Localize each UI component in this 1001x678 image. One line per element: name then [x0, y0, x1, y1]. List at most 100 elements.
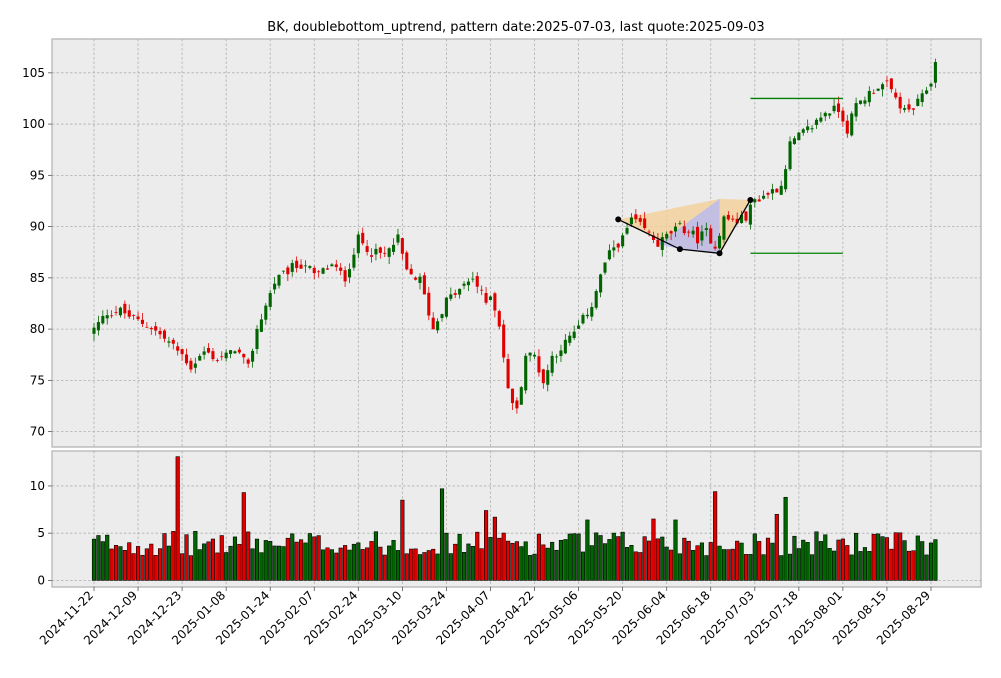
candle-body	[440, 314, 444, 318]
volume-bar	[664, 546, 669, 581]
chart-title: BK, doublebottom_uptrend, pattern date:2…	[267, 20, 764, 35]
candle-body	[643, 218, 647, 229]
candle-body	[555, 356, 559, 358]
candle-body	[453, 293, 457, 295]
volume-tick-label: 0	[37, 573, 45, 587]
volume-bar	[263, 540, 268, 581]
candle-body	[475, 276, 479, 287]
volume-bar	[378, 546, 383, 581]
candle-body	[735, 218, 739, 224]
candle-body	[814, 119, 819, 125]
volume-bar	[254, 538, 260, 581]
volume-bar	[506, 540, 511, 581]
volume-bar	[409, 548, 414, 581]
candle-body	[678, 223, 682, 225]
volume-bar	[598, 535, 603, 581]
candle-body	[898, 96, 902, 109]
volume-bar	[748, 554, 753, 581]
volume-bar	[149, 543, 154, 581]
volume-bars	[91, 456, 938, 581]
candle-body	[264, 305, 268, 320]
candle-body	[352, 254, 356, 268]
candle-body	[427, 292, 431, 316]
volume-bar	[272, 545, 277, 581]
candle-body	[255, 328, 259, 349]
volume-bar	[823, 534, 828, 581]
candle-body	[444, 297, 448, 317]
candle-body	[528, 352, 532, 356]
candle-body	[211, 351, 215, 360]
candle-body	[334, 264, 338, 268]
volume-bar	[166, 545, 171, 581]
candle-body	[229, 350, 233, 354]
candle-body	[497, 311, 501, 327]
candle-body	[405, 252, 409, 270]
candle-body	[114, 312, 118, 313]
candle-body	[321, 268, 325, 274]
volume-bar	[721, 549, 727, 581]
volume-bar	[898, 532, 903, 581]
candle-body	[590, 307, 594, 317]
volume-bar	[431, 548, 436, 581]
volume-bar	[867, 551, 872, 581]
candle-body	[206, 347, 211, 353]
candle-body	[158, 330, 162, 335]
candle-body	[110, 315, 114, 317]
candle-body	[118, 307, 122, 316]
volume-bar	[924, 554, 929, 581]
volume-bar	[382, 554, 387, 581]
volume-bar	[779, 555, 784, 581]
volume-bar	[686, 540, 691, 581]
volume-bar	[642, 536, 647, 581]
candle-body	[766, 192, 770, 195]
candle-body	[792, 138, 796, 145]
volume-bar	[770, 542, 775, 581]
volume-bar	[369, 541, 374, 581]
candle-body	[145, 326, 149, 328]
volume-bar	[523, 541, 528, 581]
candle-body	[682, 226, 686, 234]
volume-bar	[131, 553, 136, 581]
candle-body	[273, 283, 277, 290]
volume-bar	[708, 542, 713, 581]
candle-body	[863, 100, 867, 104]
volume-bar	[175, 456, 180, 581]
volume-bar	[792, 535, 797, 581]
volume-bar	[673, 519, 678, 581]
candle-body	[506, 359, 510, 389]
volume-bar	[259, 552, 264, 581]
volume-bar	[453, 543, 458, 581]
candle-body	[303, 265, 307, 267]
candle-body	[317, 271, 321, 273]
volume-bar	[783, 496, 788, 581]
volume-bar	[677, 553, 682, 581]
price-tick-label: 75	[30, 373, 45, 387]
volume-bar	[629, 545, 634, 581]
candle-body	[184, 354, 189, 364]
candle-body	[748, 204, 752, 225]
volume-bar	[854, 532, 859, 581]
candle-body	[546, 370, 550, 385]
candle-body	[753, 199, 757, 203]
volume-bar	[122, 550, 127, 581]
volume-bar	[118, 546, 123, 581]
candle-body	[832, 105, 836, 112]
volume-bar	[290, 533, 295, 581]
candle-body	[480, 289, 484, 291]
volume-bar	[162, 533, 167, 581]
volume-bar	[510, 542, 515, 581]
volume-bar	[268, 541, 273, 581]
volume-bar	[580, 551, 586, 581]
candle-body	[731, 218, 735, 220]
volume-bar	[343, 545, 348, 581]
candle-body	[665, 233, 669, 239]
candle-body	[286, 267, 290, 275]
candle-body	[154, 326, 158, 331]
volume-bar	[871, 533, 876, 581]
volume-bar	[91, 538, 97, 581]
candle-body	[123, 303, 127, 314]
candle-body	[488, 296, 493, 301]
volume-bar	[558, 539, 564, 581]
candle-body	[215, 360, 219, 361]
volume-bar	[541, 544, 546, 581]
